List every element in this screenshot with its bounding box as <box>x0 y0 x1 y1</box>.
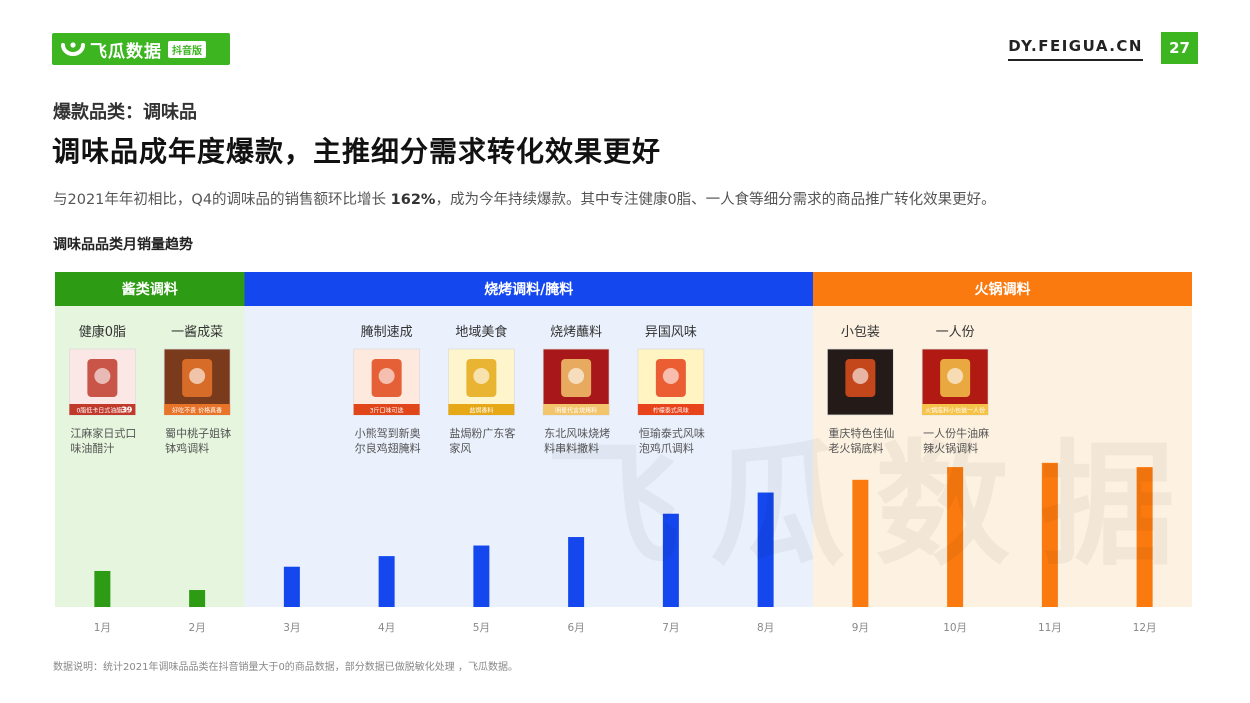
brand-badge: 抖音版 <box>168 40 206 58</box>
x-tick-label: 8月 <box>757 622 774 634</box>
product-caption-text: 好吃不贵 价格真香 <box>172 407 222 415</box>
sales-bar <box>852 479 869 607</box>
group-header-label: 火锅调料 <box>975 281 1031 298</box>
group-background <box>244 306 813 607</box>
x-tick-label: 5月 <box>473 622 490 634</box>
product-name-line: 恒瑜泰式风味 <box>639 426 705 440</box>
site-url[interactable]: DY.FEIGUA.CN <box>1008 37 1143 61</box>
annotation-tag: 小包装 <box>841 325 880 340</box>
product-caption-strip <box>543 404 610 415</box>
summary-before: 与2021年年初相比，Q4的调味品的销售额环比增长 <box>53 192 391 208</box>
x-tick-label: 6月 <box>568 622 585 634</box>
annotation-tag: 腌制速成 <box>361 325 413 340</box>
product-label-shape <box>568 368 585 384</box>
product-name-line: 老火锅底料 <box>828 441 883 455</box>
product-name-line: 盐焗粉广东客 <box>449 426 515 440</box>
product-label-shape <box>189 368 206 384</box>
product-name-line: 钵鸡调料 <box>165 441 209 455</box>
brand-name: 飞瓜数据 <box>90 41 162 62</box>
product-caption-text: 3斤口味可选 <box>370 407 404 415</box>
product-price-text: 39 <box>121 406 133 415</box>
product-name-line: 家风 <box>449 441 471 455</box>
product-name-line: 料串料撒料 <box>544 441 599 455</box>
summary-text: 与2021年年初相比，Q4的调味品的销售额环比增长 162%，成为今年持续爆款。… <box>53 188 996 209</box>
product-name-line: 泡鸡爪调料 <box>639 441 694 455</box>
sales-bar <box>568 537 585 607</box>
product-caption-strip <box>69 404 136 415</box>
product-name-line: 重庆特色佳仙 <box>828 426 894 440</box>
product-name-line: 东北风味烧烤 <box>544 426 610 440</box>
annotation-tag: 健康0脂 <box>79 324 126 340</box>
product-label-shape <box>473 368 490 384</box>
product-label-shape <box>94 368 111 384</box>
group-header-band <box>55 272 245 306</box>
section-kicker: 爆款品类：调味品 <box>53 102 197 123</box>
melon-logo-icon <box>61 42 85 56</box>
sales-bar <box>1041 462 1058 607</box>
product-caption-text: 柠檬泰式风味 <box>653 407 689 415</box>
x-tick-label: 7月 <box>662 622 679 634</box>
summary-highlight: 162% <box>390 192 436 208</box>
group-header-band <box>813 272 1192 306</box>
product-name-line: 小熊驾到新奥 <box>355 426 421 440</box>
annotation-tag: 一酱成菜 <box>171 325 223 340</box>
page-headline: 调味品成年度爆款，主推细分需求转化效果更好 <box>52 135 662 168</box>
annotation-tag: 地域美食 <box>455 324 507 340</box>
product-caption-strip <box>164 404 231 415</box>
x-tick-label: 12月 <box>1133 622 1157 634</box>
sales-bar <box>378 556 395 607</box>
annotation-tag: 一人份 <box>936 325 975 340</box>
product-caption-text: 盐焗香料 <box>469 407 493 415</box>
annotation-tag: 异国风味 <box>645 325 697 340</box>
product-caption-strip <box>922 404 989 415</box>
sales-bar <box>283 566 300 607</box>
chart-title: 调味品品类月销量趋势 <box>53 237 193 253</box>
product-name-line: 蜀中桃子姐钵 <box>165 426 231 440</box>
data-footnote: 数据说明：统计2021年调味品品类在抖音销量大于0的商品数据，部分数据已做脱敏化… <box>53 662 518 673</box>
summary-after: ，成为今年持续爆款。其中专注健康0脂、一人食等细分需求的商品推广转化效果更好。 <box>435 192 996 208</box>
page-number: 27 <box>1161 32 1198 64</box>
sales-bar <box>1136 467 1153 607</box>
x-tick-label: 4月 <box>378 622 395 634</box>
product-caption-strip <box>353 404 420 415</box>
sales-bar <box>757 492 774 607</box>
product-name-line: 味油醋汁 <box>70 441 114 455</box>
product-label-shape <box>662 368 679 384</box>
product-name-line: 江麻家日式口 <box>70 426 136 440</box>
x-tick-label: 1月 <box>94 622 111 634</box>
product-name-line: 尔良鸡翅腌料 <box>355 441 421 455</box>
product-caption-text: 明星代言烧烤料 <box>555 407 597 415</box>
product-caption-strip <box>448 404 515 415</box>
group-header-label: 酱类调料 <box>122 281 178 298</box>
product-caption-strip <box>637 404 704 415</box>
group-header-label: 烧烤调料/腌料 <box>484 281 573 298</box>
x-tick-label: 10月 <box>943 622 967 634</box>
product-name-line: 一人份牛油麻 <box>923 426 989 440</box>
sales-bar <box>947 467 964 607</box>
x-tick-label: 9月 <box>852 622 869 634</box>
product-label-shape <box>378 368 395 384</box>
sales-bar <box>94 570 111 607</box>
product-label-shape <box>852 368 869 384</box>
sales-bar <box>473 545 490 607</box>
sales-bar <box>189 590 206 607</box>
feigua-logo: 飞瓜数据 抖音版 <box>52 33 230 65</box>
product-label-shape <box>947 368 964 384</box>
sales-bar <box>662 513 679 607</box>
product-caption-text: 火锅底料小包装一人份 <box>925 407 985 415</box>
product-name-line: 辣火锅调料 <box>923 441 978 455</box>
x-tick-label: 3月 <box>283 622 300 634</box>
group-header-band <box>244 272 813 306</box>
product-caption-text: 0脂低卡日式油醋汁 <box>76 407 128 415</box>
x-tick-label: 11月 <box>1038 622 1062 634</box>
x-tick-label: 2月 <box>189 622 206 634</box>
annotation-tag: 烧烤蘸料 <box>550 325 602 340</box>
